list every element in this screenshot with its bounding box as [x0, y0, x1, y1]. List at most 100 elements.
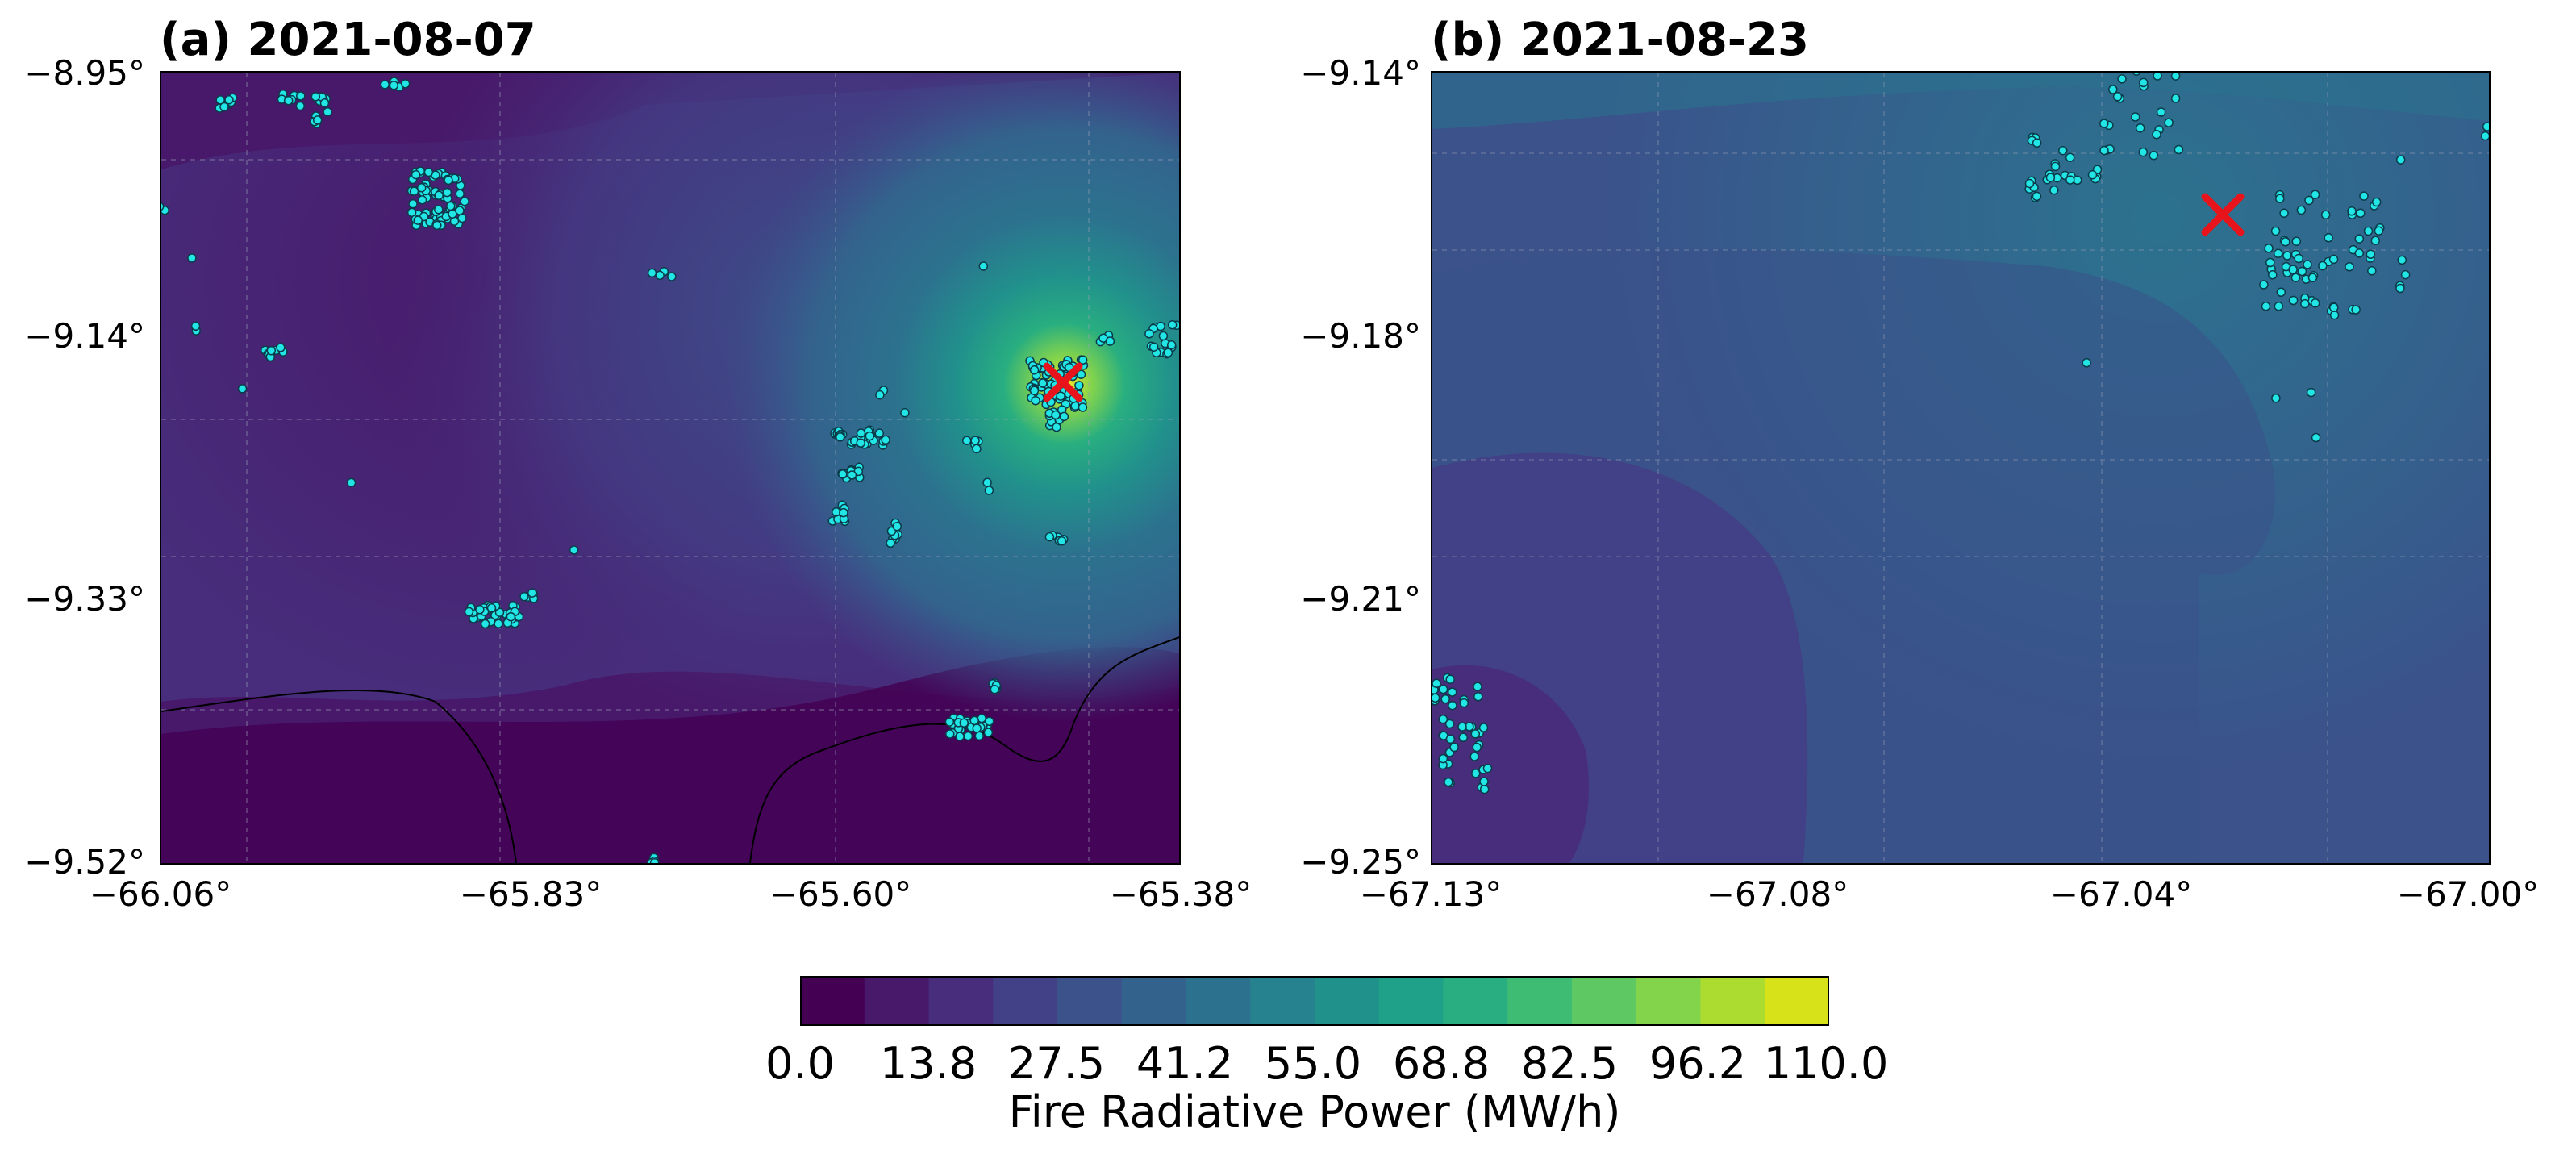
fire-detection-point	[881, 435, 890, 445]
fire-detection-point	[2264, 244, 2274, 253]
fire-detection-point	[494, 619, 503, 628]
fire-detection-point	[400, 79, 411, 89]
fire-detection-point	[442, 187, 452, 198]
fire-detection-point	[1472, 742, 1482, 753]
fire-detection-point	[875, 390, 885, 400]
fire-detection-point	[527, 588, 537, 598]
colorbar-gradient	[800, 976, 1829, 1026]
fire-detection-point	[2112, 92, 2123, 102]
fire-detection-point	[411, 169, 421, 180]
fire-detection-point	[2268, 270, 2278, 280]
fire-detection-point	[2153, 73, 2162, 81]
panel-b-title: (b) 2021-08-23	[1431, 14, 1809, 66]
fire-detection-point	[219, 102, 229, 112]
colorbar-swatch	[928, 976, 994, 1026]
fire-detection-point	[1449, 742, 1459, 753]
fire-detection-point	[1078, 402, 1088, 412]
fire-detection-point	[1438, 714, 1448, 724]
colorbar-label: Fire Radiative Power (MW/h)	[1008, 1086, 1621, 1137]
colorbar-tick: 27.5	[1007, 1038, 1106, 1089]
fire-detection-point	[972, 444, 982, 454]
fire-detection-point	[1051, 410, 1061, 420]
fire-detection-point	[2300, 298, 2310, 309]
fire-detection-point	[2149, 150, 2159, 161]
fire-detection-point	[959, 718, 969, 728]
fire-detection-point	[2395, 283, 2405, 294]
colorbar-tick: 68.8	[1392, 1038, 1490, 1089]
fire-detection-point	[506, 611, 516, 622]
panel-b-map[interactable]	[1431, 71, 2491, 865]
colorbar-swatch	[1250, 976, 1315, 1026]
fire-detection-point	[2329, 302, 2339, 313]
fire-detection-point	[2354, 234, 2365, 244]
fire-detection-point	[990, 684, 1000, 694]
fire-detection-point	[1440, 694, 1450, 704]
fire-detection-point	[1044, 532, 1055, 542]
fire-detection-point	[423, 167, 434, 177]
colorbar-swatch	[1507, 976, 1573, 1026]
colorbar-tick: 0.0	[765, 1038, 835, 1089]
fire-detection-point	[2058, 145, 2068, 156]
fire-detection-point	[974, 731, 984, 741]
fire-detection-point	[2328, 254, 2339, 265]
fire-detection-point	[455, 189, 465, 199]
colorbar-swatch	[1443, 976, 1508, 1026]
colorbar-swatch	[1378, 976, 1444, 1026]
panel-b-xtick: −67.08°	[1706, 874, 1849, 914]
fire-detection-point	[874, 428, 885, 438]
panel-b-centroid-marker	[2201, 193, 2245, 236]
fire-detection-point	[2265, 257, 2275, 268]
panel-a-ytick: −9.33°	[24, 579, 145, 619]
fire-detection-point	[1056, 391, 1065, 401]
fire-detection-point	[2359, 191, 2369, 201]
fire-detection-point	[1057, 536, 1067, 546]
fire-detection-point	[480, 619, 490, 629]
fire-detection-point	[569, 545, 579, 555]
fire-detection-point	[1445, 734, 1456, 744]
fire-detection-point	[1105, 336, 1115, 346]
fire-detection-point	[434, 190, 444, 200]
fire-detection-point	[955, 732, 965, 741]
fire-detection-point	[970, 436, 980, 445]
fire-detection-point	[982, 477, 992, 487]
fire-detection-point	[2276, 287, 2286, 298]
fire-detection-point	[2117, 74, 2127, 84]
fire-detection-point	[2480, 131, 2489, 141]
fire-detection-point	[475, 605, 485, 615]
fire-detection-point	[2306, 387, 2316, 398]
fire-detection-point	[319, 98, 330, 108]
panel-a-gridlines	[161, 73, 1179, 863]
fire-detection-point	[2032, 138, 2042, 148]
fire-detection-point	[2351, 305, 2361, 315]
fire-detection-point	[237, 384, 248, 394]
panel-a-heatmap	[161, 73, 1179, 863]
panel-a-detections	[161, 77, 1179, 863]
panel-b-xtick: −67.04°	[2049, 874, 2193, 914]
fire-detection-point	[296, 91, 306, 101]
fire-detection-point	[1074, 381, 1084, 390]
fire-detection-point	[2374, 226, 2384, 236]
panel-a-map[interactable]	[160, 71, 1181, 865]
fire-detection-point	[1473, 692, 1483, 702]
fire-detection-point	[1167, 319, 1178, 330]
fire-detection-point	[434, 205, 444, 215]
fire-detection-point	[1432, 693, 1440, 703]
fire-detection-point	[2132, 73, 2141, 76]
fire-detection-point	[1448, 700, 1457, 711]
panel-b-ytick: −9.25°	[1300, 842, 1421, 882]
fire-detection-point	[519, 592, 529, 602]
fire-detection-point	[2087, 169, 2098, 180]
fire-detection-point	[2170, 73, 2181, 81]
fire-detection-point	[1076, 369, 1086, 379]
fire-detection-point	[2135, 123, 2145, 133]
fire-detection-point	[416, 182, 427, 193]
fire-detection-point	[1444, 719, 1455, 729]
colorbar-swatch	[800, 976, 865, 1026]
colorbar-swatch	[1315, 976, 1380, 1026]
fire-detection-point	[2273, 248, 2283, 259]
fire-detection-point	[2156, 107, 2166, 117]
colorbar-swatch	[1636, 976, 1702, 1026]
fire-detection-point	[2049, 186, 2059, 195]
fire-detection-point	[2138, 147, 2149, 157]
fire-detection-point	[2065, 152, 2075, 162]
